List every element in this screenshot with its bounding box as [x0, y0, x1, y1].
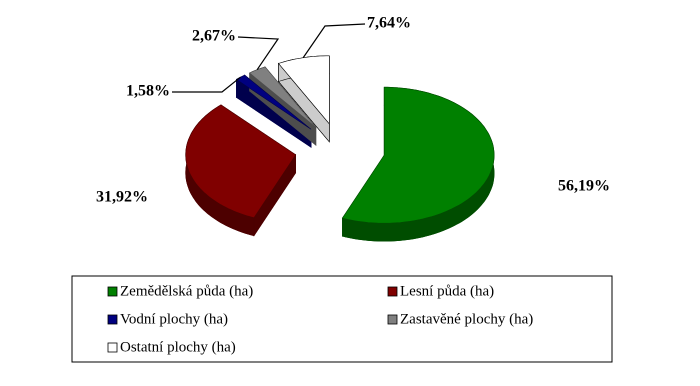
value-label: 2,67%: [192, 28, 236, 45]
legend-label: Zemědělská půda (ha): [120, 283, 253, 299]
legend-marker: [107, 314, 118, 325]
leader-line: [237, 36, 280, 71]
value-label: 7,64%: [367, 15, 411, 32]
legend-box: [71, 275, 613, 363]
legend-marker: [107, 286, 118, 297]
leader-line: [302, 23, 366, 59]
legend-marker: [387, 286, 398, 297]
slice: [277, 55, 330, 125]
slice: [341, 86, 495, 224]
slice: [235, 74, 312, 130]
slice: [185, 104, 297, 219]
value-label: 31,92%: [96, 189, 148, 206]
value-label: 56,19%: [558, 178, 610, 195]
leader-line: [172, 76, 241, 93]
legend-label: Vodní plochy (ha): [120, 311, 228, 327]
legend-label: Lesní půda (ha): [400, 283, 494, 299]
legend-marker: [387, 314, 398, 325]
legend-label: Ostatní plochy (ha): [120, 339, 236, 355]
legend-label: Zastavěné plochy (ha): [400, 311, 533, 327]
value-label: 1,58%: [126, 83, 170, 100]
legend-marker: [107, 342, 118, 353]
